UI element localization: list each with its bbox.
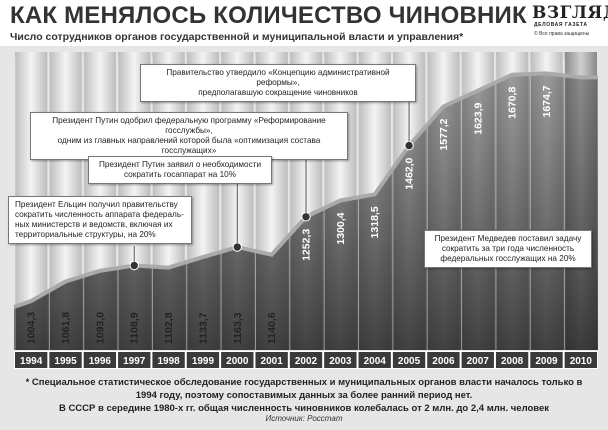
tick-label-2010: 2010 <box>570 356 593 367</box>
bar-chart: 1004,3 1061,8 1093,0 1108,9 1102,8 1133,7 1163… <box>13 52 598 369</box>
value-label-2000: 1163,3 <box>232 312 244 344</box>
callout-line: Президент Путин заявил о необходимости <box>98 160 262 169</box>
value-label-1997: 1108,9 <box>129 312 141 344</box>
tick-label-2001: 2001 <box>261 356 284 367</box>
year-cell-2002 <box>289 352 323 368</box>
callout-line: территориальные структуры, на 20% <box>15 230 156 239</box>
footnote-line-2: 1994 году, поэтому сопоставимых данных з… <box>135 390 473 401</box>
tick-label-2005: 2005 <box>398 356 421 367</box>
logo-sub-text: ДЕЛОВАЯ ГАЗЕТА <box>534 22 588 28</box>
value-label-2007: 1623,9 <box>472 102 484 134</box>
callout-line: предполагавшую сокращение чиновников <box>198 88 358 97</box>
event-marker-2000 <box>232 242 242 252</box>
tick-label-2000: 2000 <box>226 356 249 367</box>
value-label-2005: 1462,0 <box>404 157 416 189</box>
year-cell-1998 <box>152 352 185 368</box>
value-label-1994: 1004,3 <box>26 312 38 344</box>
tick-label-1998: 1998 <box>157 356 180 367</box>
callout-line: ных министерств и ведомств, включая их <box>15 220 173 229</box>
page-title: КАК МЕНЯЛОСЬ КОЛИЧЕСТВО ЧИНОВНИКОВ <box>10 2 564 29</box>
callout-line: одним из главных направлений которой был… <box>57 136 321 155</box>
callout-line: сократить госаппарат на 10% <box>124 170 236 179</box>
year-cell-2007 <box>461 352 494 368</box>
callout-line: Правительство утвердило «Концепцию админ… <box>166 68 390 87</box>
footnote-line-3: В СССР в середине 1980-х гг. общая числе… <box>58 403 550 414</box>
callout-2010: Президент Медведев поставил задачу сократ… <box>424 230 592 268</box>
tick-label-2007: 2007 <box>467 356 490 367</box>
value-label-2001: 1140,6 <box>266 312 278 344</box>
trend-area <box>14 73 598 351</box>
event-marker-2002 <box>301 212 311 222</box>
tick-label-1994: 1994 <box>20 356 43 367</box>
year-cell-2006 <box>427 352 460 368</box>
year-cell-1996 <box>83 352 117 368</box>
value-label-1998: 1102,8 <box>163 312 175 344</box>
callout-line: Президент Медведев поставил задачу <box>434 234 582 243</box>
year-cell-2010 <box>564 352 597 368</box>
footnote-line-1: * Специальное статистическое обследовани… <box>25 377 583 388</box>
event-marker-2005 <box>404 140 414 151</box>
year-cell-1994 <box>15 352 48 368</box>
year-cell-1999 <box>186 352 220 368</box>
tick-label-2006: 2006 <box>432 356 455 367</box>
value-label-1996: 1093,0 <box>94 312 106 344</box>
callout-2002: Президент Путин одобрил федеральную прог… <box>30 112 348 160</box>
callout-line: сократить численность аппарата федераль- <box>15 210 184 219</box>
year-cell-2005 <box>392 352 426 368</box>
tick-label-2008: 2008 <box>501 356 524 367</box>
footnote: * Специальное статистическое обследовани… <box>10 376 598 415</box>
source-note: Источник: Росстат <box>265 414 343 423</box>
tick-label-1999: 1999 <box>192 356 215 367</box>
logo-rights-text: © Все права защищены <box>534 31 590 37</box>
callout-2005: Правительство утвердило «Концепцию админ… <box>140 64 416 102</box>
value-label-2008: 1670,8 <box>507 87 519 119</box>
callout-line: Президент Путин одобрил федеральную прог… <box>52 116 326 135</box>
callout-line: федеральных госслужащих на 20% <box>440 254 576 263</box>
year-cell-1995 <box>49 352 82 368</box>
year-cell-2003 <box>324 352 357 368</box>
page-subtitle: Число сотрудников органов государственно… <box>10 31 464 43</box>
year-cell-2009 <box>530 352 563 368</box>
tick-label-1995: 1995 <box>54 356 77 367</box>
callout-2000: Президент Путин заявил о необходимости со… <box>88 156 272 184</box>
value-label-2002: 1252,3 <box>301 229 313 261</box>
year-cell-2004 <box>358 352 391 368</box>
value-label-2003: 1300,4 <box>335 212 347 244</box>
callout-line: Президент Ельцин получил правительству <box>15 200 178 209</box>
header: КАК МЕНЯЛОСЬ КОЛИЧЕСТВО ЧИНОВНИКОВ Число… <box>0 0 608 46</box>
value-label-1995: 1061,8 <box>60 312 72 344</box>
year-cell-2001 <box>255 352 288 368</box>
value-label-1999: 1133,7 <box>197 312 209 344</box>
tick-label-2004: 2004 <box>364 356 387 367</box>
year-cell-2000 <box>221 352 254 368</box>
tick-label-1996: 1996 <box>89 356 112 367</box>
tick-label-2002: 2002 <box>295 356 318 367</box>
tick-label-2009: 2009 <box>535 356 558 367</box>
callout-line: сократить за три года численность <box>441 244 575 253</box>
value-label-2006: 1577,2 <box>438 118 450 150</box>
value-label-2004: 1318,5 <box>369 206 381 238</box>
value-label-2009: 1674,7 <box>541 85 553 117</box>
callout-1997: Президент Ельцин получил правительству со… <box>8 196 192 244</box>
tick-label-1997: 1997 <box>123 356 146 367</box>
tick-label-2003: 2003 <box>329 356 352 367</box>
event-marker-1997 <box>129 260 139 271</box>
year-cell-2008 <box>495 352 529 368</box>
year-cell-1997 <box>118 352 151 368</box>
